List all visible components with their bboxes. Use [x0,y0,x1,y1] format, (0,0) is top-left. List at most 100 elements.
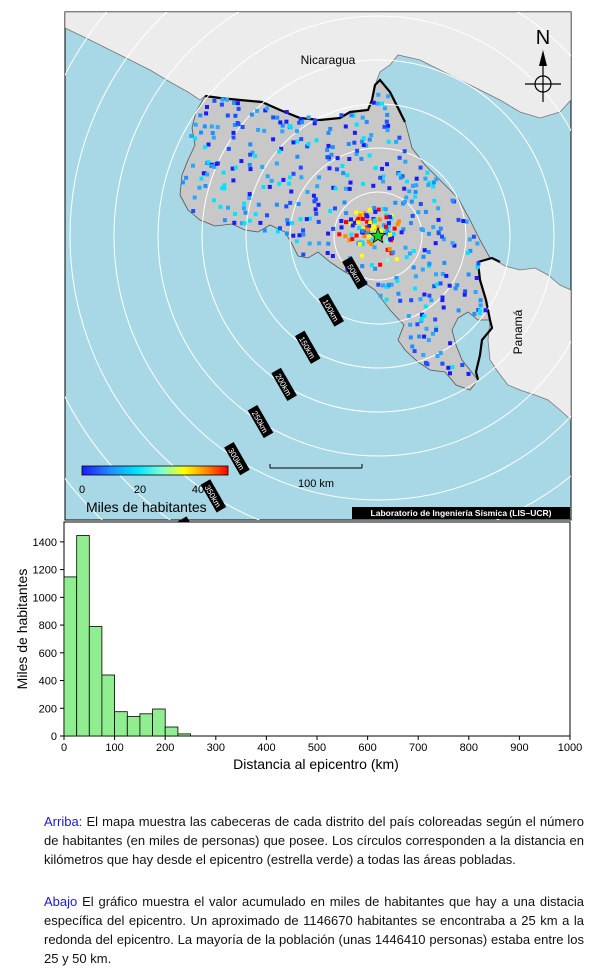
population-dot [405,179,409,184]
caption-top-text: El mapa muestra las cabeceras de cada di… [44,814,584,867]
population-dot [316,219,321,224]
population-dot [191,209,196,213]
population-dot [335,156,340,161]
population-dot [386,223,391,228]
population-dot [210,131,215,135]
population-dot [345,173,350,178]
population-dot [397,172,402,177]
population-dot [385,112,390,117]
population-dot [348,221,353,226]
population-dot [359,156,364,161]
x-tick-label: 900 [510,742,528,754]
histogram-bar [139,713,153,737]
population-dot [420,312,424,317]
population-dot [311,193,316,198]
population-dot [440,272,445,276]
population-dot [226,146,231,151]
population-dot [233,165,238,170]
population-dot [249,112,254,117]
population-dot [274,202,279,207]
population-dot [235,101,240,106]
population-dot [222,183,227,188]
population-dot [431,225,436,230]
population-dot [277,149,282,154]
population-dot [199,130,203,135]
population-dot [325,155,330,160]
population-dot [382,124,387,129]
population-dot [422,248,427,253]
population-dot [356,220,361,225]
population-dot [380,166,384,171]
population-dot [434,177,439,182]
population-dot [394,139,399,144]
population-dot [436,231,441,236]
distance-ring [289,147,467,325]
population-dot [360,253,364,258]
population-dot [456,308,461,313]
population-dot [346,142,351,146]
population-dot [280,123,285,128]
population-dot [456,217,461,222]
population-dot [395,278,400,283]
population-dot [386,139,391,144]
population-dot [381,283,385,288]
population-dot [434,282,439,287]
population-dot [425,362,430,367]
population-dot [298,117,303,121]
population-dot [327,166,332,171]
population-dot [387,186,392,191]
population-dot [308,216,312,221]
population-dot [305,190,310,194]
population-dot [435,354,440,358]
border-south [474,256,501,381]
population-dot [284,204,289,209]
population-dot [236,122,241,127]
population-dot [376,207,381,212]
population-dot [277,181,282,186]
histogram-bar [126,716,141,737]
population-dot [281,177,286,182]
population-dot [384,297,389,302]
population-dot [422,292,427,297]
population-dot [265,213,269,218]
population-dot [337,232,342,237]
population-dot [349,113,354,118]
population-dot [394,276,399,281]
x-tick-label: 100 [105,742,123,754]
nicaragua-label: Nicaragua [301,53,356,67]
population-dot [205,172,210,177]
population-dot [483,308,488,313]
population-dot [402,186,407,191]
population-dot [386,123,391,128]
population-dot [271,137,276,142]
population-dot [304,217,309,222]
x-tick-label: 600 [358,742,376,754]
population-dot [440,295,445,300]
population-dot [295,139,300,144]
population-dot [433,317,438,322]
population-dot [394,257,399,262]
population-dot [383,207,388,212]
population-dot [360,217,365,221]
population-dot [361,226,366,231]
population-dot [406,314,411,318]
population-dot [372,218,377,223]
population-dot [387,214,392,219]
population-dot [413,274,418,279]
population-dot [361,136,366,141]
population-dot [478,308,483,313]
population-dot [380,101,385,106]
population-dot [384,119,389,124]
population-dot [423,304,428,309]
scale-bar: 100 km [269,464,363,490]
population-dot [419,227,424,232]
histogram-bar [152,708,166,737]
histogram-bar [114,711,128,737]
population-dot [468,248,473,253]
population-dot [219,102,224,107]
population-dot [343,124,348,129]
population-dot [347,157,352,161]
population-dot [248,142,253,147]
population-dot [427,231,431,236]
population-dot [475,265,480,270]
